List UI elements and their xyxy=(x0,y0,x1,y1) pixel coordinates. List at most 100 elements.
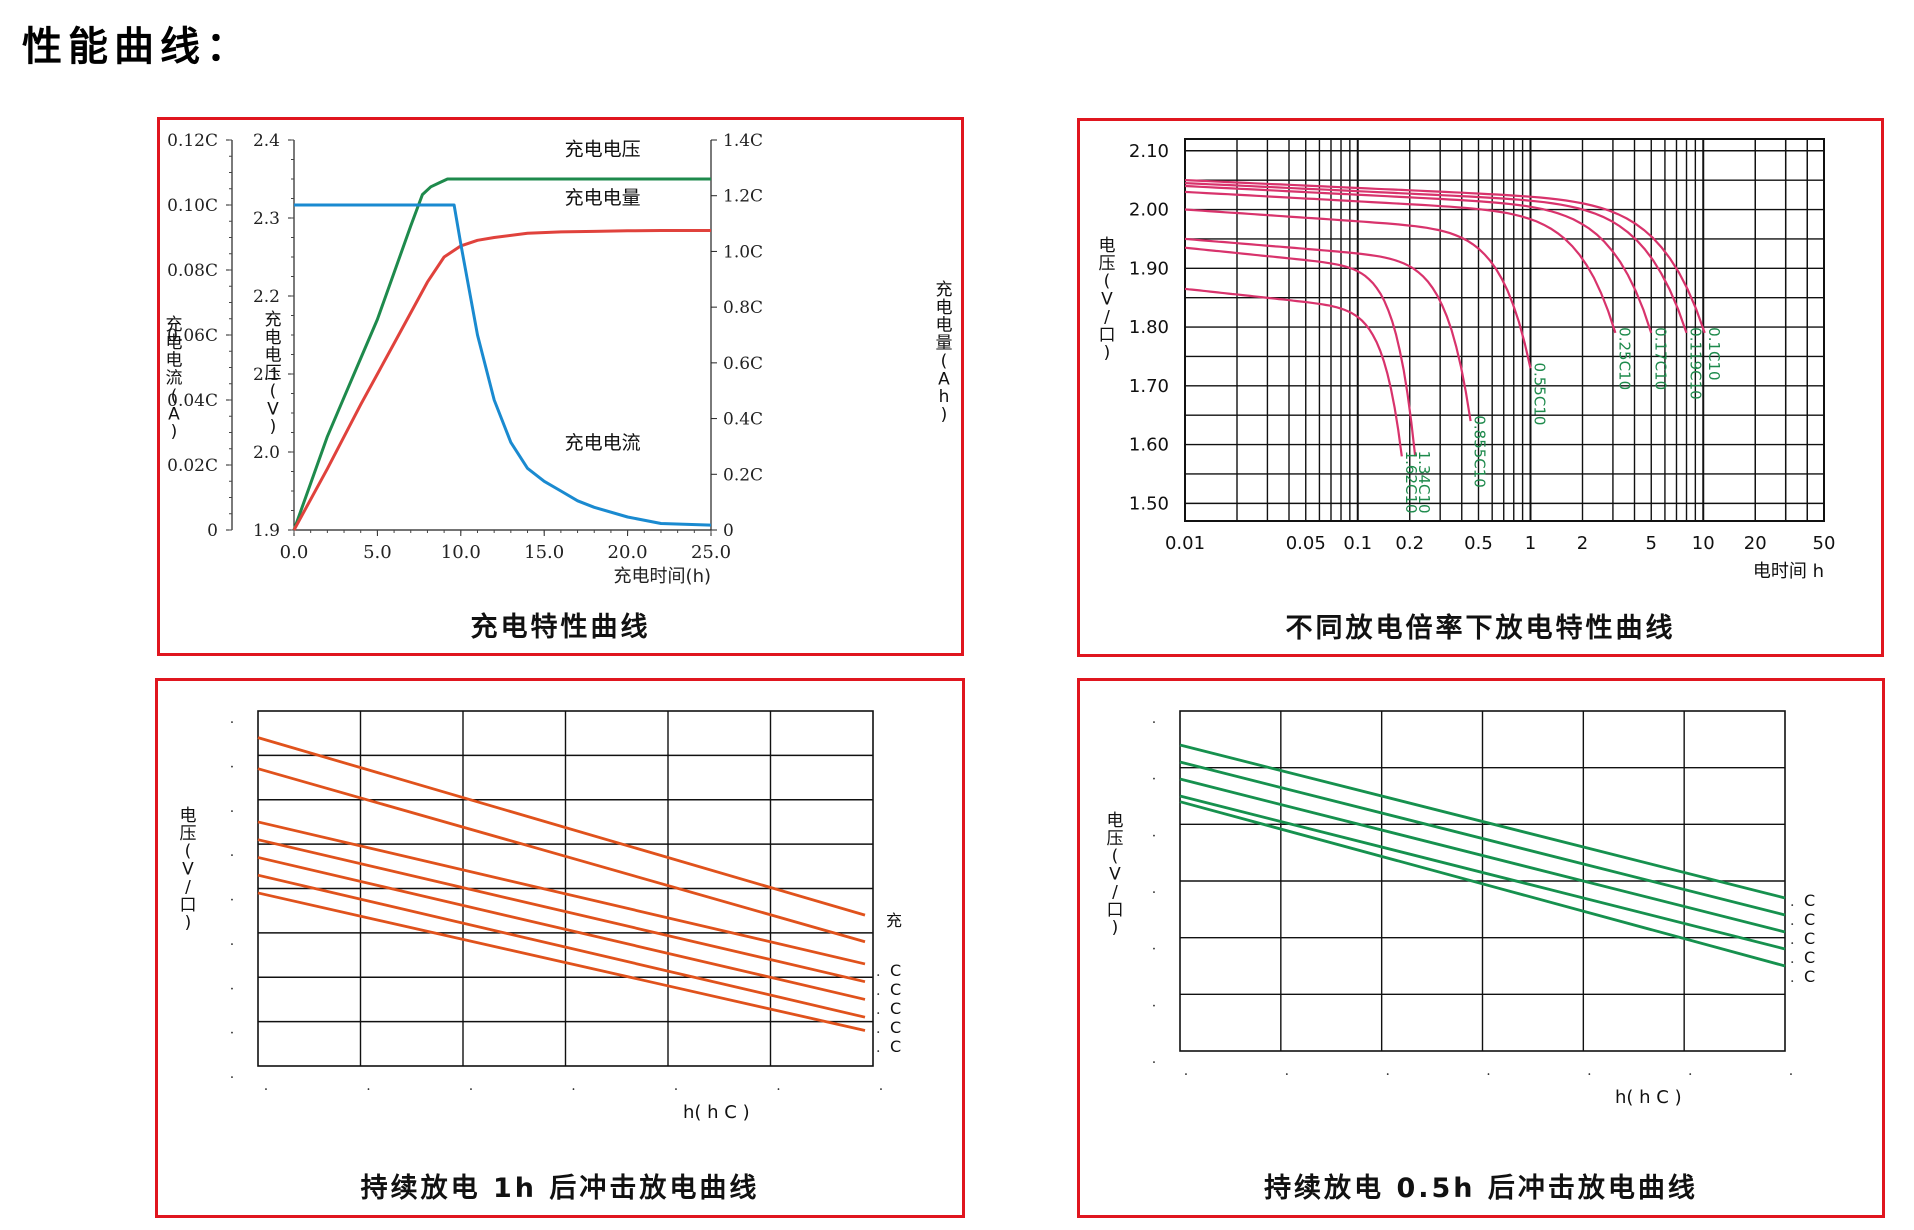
series-label: 充电电流 xyxy=(565,432,641,454)
y-tick-dot: . xyxy=(1152,711,1156,727)
pulse-discharge-line xyxy=(257,736,866,917)
x-tick-dot: . xyxy=(1184,1063,1188,1079)
voltage-axis-label: 电压(V/口) xyxy=(180,806,197,933)
y-tick-dot: . xyxy=(1152,881,1156,897)
pulse-discharge-05h-panel: .............. 电压(V/口) h( h C ). C. C. C. C. C … xyxy=(1077,678,1885,1218)
discharge-rate-chart: 1.50 1.60 1.70 1.80 1.90 2.00 2.10 0.01 0.05 0.1 0… xyxy=(1099,138,1835,582)
legend-dot: . xyxy=(876,983,880,999)
voltage-tick-label: 2.1 xyxy=(253,365,280,385)
y-tick-dot: . xyxy=(1152,768,1156,784)
legend-entry: C xyxy=(890,980,901,999)
pulse-discharge-line xyxy=(257,891,866,1032)
rate-curve-label: 0.1C10 xyxy=(1705,327,1723,380)
voltage-axis-label: 电压(V/口) xyxy=(1099,236,1116,363)
pulse-05h-chart-caption: 持续放电 0.5h 后冲击放电曲线 xyxy=(1264,1173,1698,1204)
time-tick-label: 0.0 xyxy=(280,542,309,563)
pulse-discharge-line xyxy=(1179,800,1786,968)
pulse-discharge-line xyxy=(257,838,866,984)
rate-curve xyxy=(1184,208,1532,369)
legend-dot: . xyxy=(1790,894,1794,910)
y-tick-dot: . xyxy=(230,933,234,949)
legend-dot: . xyxy=(876,964,880,980)
time-tick-label: 0.5 xyxy=(1464,533,1493,554)
y-tick-dot: . xyxy=(230,755,234,771)
time-tick-label: 15.0 xyxy=(524,542,564,563)
x-tick-dot: . xyxy=(1486,1063,1490,1079)
pulse-discharge-line xyxy=(1179,743,1786,900)
voltage-tick-label: 1.80 xyxy=(1129,317,1169,338)
rate-curve xyxy=(1184,287,1403,457)
time-tick-label: 10 xyxy=(1692,533,1715,554)
legend-dot: . xyxy=(1790,932,1794,948)
time-tick-label: 2 xyxy=(1577,533,1588,554)
legend-entry: C xyxy=(890,1037,901,1056)
rate-curve xyxy=(1184,179,1706,334)
pulse-discharge-line xyxy=(1179,794,1786,951)
x-tick-dot: . xyxy=(1587,1063,1591,1079)
current-tick-label: 0.08C xyxy=(167,261,218,281)
time-tick-label: 10.0 xyxy=(441,542,481,563)
series-label: 充电电量 xyxy=(565,187,641,209)
capacity-tick-label: 0.2C xyxy=(723,465,763,485)
voltage-tick-label: 1.90 xyxy=(1129,258,1169,279)
rate-curve-label: 0.17C10 xyxy=(1651,327,1669,390)
time-tick-label: 1 xyxy=(1525,533,1536,554)
time-tick-label: 5.0 xyxy=(363,542,392,563)
capacity-tick-label: 0.6C xyxy=(723,354,763,374)
voltage-tick-label: 1.50 xyxy=(1129,493,1169,514)
voltage-tick-label: 2.4 xyxy=(253,131,280,151)
capacity-tick-label: 1.0C xyxy=(723,242,763,262)
rate-curve xyxy=(1184,246,1417,457)
rate-curve-label: 1.34C10 xyxy=(1415,451,1433,514)
current-tick-label: 0.06C xyxy=(167,326,218,346)
pulse-discharge-line xyxy=(257,873,866,1019)
y-tick-dot: . xyxy=(1152,824,1156,840)
rate-curve-label: 0.25C10 xyxy=(1615,327,1633,390)
pulse-1h-chart-caption: 持续放电 1h 后冲击放电曲线 xyxy=(360,1173,760,1204)
rate-curve-label: 0.55C10 xyxy=(1531,362,1549,425)
current-tick-label: 0.10C xyxy=(167,196,218,216)
x-tick-dot: . xyxy=(1789,1063,1793,1079)
current-tick-label: 0.02C xyxy=(167,456,218,476)
capacity-tick-label: 1.2C xyxy=(723,187,763,207)
voltage-tick-label: 2.3 xyxy=(253,209,280,229)
pulse-discharge-line xyxy=(257,820,866,966)
pulse-discharge-line xyxy=(1179,760,1786,917)
x-tick-dot: . xyxy=(264,1078,268,1094)
pulse-discharge-1h-panel: ................ 电压(V/口) h( h C ) 充. C. C. C. C… xyxy=(155,678,965,1218)
legend-entry: C xyxy=(890,961,901,980)
x-tick-dot: . xyxy=(1285,1063,1289,1079)
y-tick-dot: . xyxy=(230,1066,234,1082)
y-tick-dot: . xyxy=(230,889,234,905)
pulse-discharge-line xyxy=(257,856,866,1001)
series-line-capacity xyxy=(292,229,711,531)
x-tick-dot: . xyxy=(1385,1063,1389,1079)
x-tick-dot: . xyxy=(776,1078,780,1094)
legend-dot: . xyxy=(1790,913,1794,929)
current-tick-label: 0 xyxy=(207,521,218,541)
time-tick-label: 0.2 xyxy=(1395,533,1424,554)
legend-entry: C xyxy=(1804,948,1815,967)
legend-dot: . xyxy=(1790,970,1794,986)
x-tick-dot: . xyxy=(469,1078,473,1094)
voltage-axis-label: 电压(V/口) xyxy=(1107,811,1124,938)
y-tick-dot: . xyxy=(1152,994,1156,1010)
voltage-tick-label: 1.70 xyxy=(1129,376,1169,397)
page-heading: 性能曲线： xyxy=(22,24,252,70)
capacity-tick-label: 0.8C xyxy=(723,298,763,318)
legend-entry: C xyxy=(1804,929,1815,948)
y-tick-dot: . xyxy=(230,1022,234,1038)
time-tick-label: 25.0 xyxy=(691,542,731,563)
time-tick-label: 0.01 xyxy=(1165,533,1205,554)
x-axis-label: h( h C ) xyxy=(683,1102,750,1123)
voltage-tick-label: 2.00 xyxy=(1129,200,1169,221)
pulse-discharge-05h-chart: ............. . 电压(V/口) h( h C ). C. C. C. C. C xyxy=(1107,710,1815,1108)
discharge-rate-panel: 1.50 1.60 1.70 1.80 1.90 2.00 2.10 0.01 0.05 0.1 0… xyxy=(1077,118,1884,657)
current-tick-label: 0.04C xyxy=(167,391,218,411)
legend-dot: . xyxy=(876,1040,880,1056)
current-tick-label: 0.12C xyxy=(167,131,218,151)
legend-dot: . xyxy=(876,1002,880,1018)
x-tick-dot: . xyxy=(571,1078,575,1094)
voltage-tick-label: 1.60 xyxy=(1129,435,1169,456)
